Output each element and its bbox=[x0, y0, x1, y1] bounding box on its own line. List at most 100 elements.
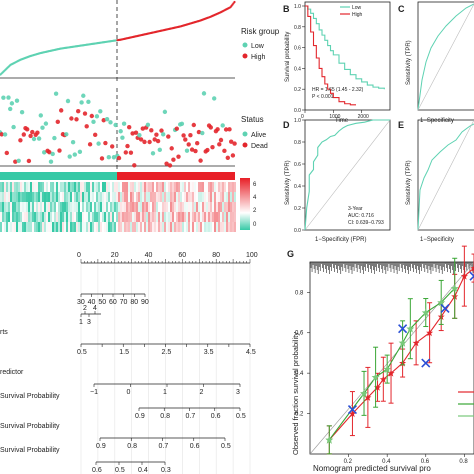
status-point bbox=[21, 132, 26, 137]
heatmap-cell bbox=[180, 222, 182, 232]
heatmap-cell bbox=[60, 202, 62, 212]
heatmap-cell bbox=[196, 192, 198, 202]
heatmap-cell bbox=[200, 212, 202, 222]
heatmap-cell bbox=[64, 182, 66, 192]
heatmap-cell bbox=[72, 222, 74, 232]
heatmap-cell bbox=[204, 222, 206, 232]
heatmap-cell bbox=[138, 182, 140, 192]
status-point bbox=[128, 150, 134, 155]
heatmap-cell bbox=[86, 202, 88, 212]
cal-point-x bbox=[421, 358, 431, 368]
status-point bbox=[0, 132, 4, 137]
risk-group-legend: Risk group Low High bbox=[241, 27, 280, 61]
heatmap-cell bbox=[148, 202, 150, 212]
heatmap-cell bbox=[122, 222, 124, 232]
nomo-tick-label: 3 bbox=[236, 389, 240, 396]
heatmap-cell bbox=[200, 182, 202, 192]
heatmap-cell bbox=[138, 192, 140, 202]
nomo-tick-label: −1 bbox=[90, 389, 98, 396]
heatmap-cell bbox=[204, 202, 206, 212]
heatmap-cell bbox=[22, 212, 24, 222]
heatmap-cell bbox=[30, 212, 32, 222]
km-legend-high-label: High bbox=[352, 12, 363, 18]
heatmap-cell bbox=[14, 182, 16, 192]
heatmap-cell bbox=[18, 212, 20, 222]
colorbar-tick-0: 0 bbox=[253, 222, 257, 228]
heatmap-cell bbox=[228, 202, 230, 212]
status-point bbox=[145, 122, 151, 128]
cal-point-x bbox=[469, 271, 474, 281]
heatmap-cell bbox=[180, 192, 182, 202]
heatmap-cell bbox=[158, 202, 160, 212]
panel-g-letter: G bbox=[287, 249, 294, 259]
heatmap-cell bbox=[220, 202, 222, 212]
status-point bbox=[38, 113, 43, 118]
heatmap-cell bbox=[24, 212, 26, 222]
heatmap-cell bbox=[162, 212, 164, 222]
heatmap-cell bbox=[186, 192, 188, 202]
heatmap-cell bbox=[198, 182, 200, 192]
status-point bbox=[57, 148, 62, 153]
panel-b-frame bbox=[304, 1, 391, 111]
status-point bbox=[113, 122, 118, 128]
heatmap-cell bbox=[226, 182, 228, 192]
heatmap-cell bbox=[144, 212, 146, 222]
status-point bbox=[50, 151, 55, 157]
heatmap-cell bbox=[6, 212, 8, 222]
cal-point-x bbox=[440, 303, 450, 314]
heatmap-cell bbox=[36, 192, 38, 202]
km-ytick-label: 0.6 bbox=[294, 46, 301, 52]
roc-ann-auc: AUC: 0.716 bbox=[348, 213, 374, 219]
heatmap-cell bbox=[106, 182, 108, 192]
status-point bbox=[201, 91, 207, 96]
heatmap-cell bbox=[50, 202, 52, 212]
status-point bbox=[184, 148, 190, 153]
heatmap-cell bbox=[212, 182, 214, 192]
heatmap-cell bbox=[32, 182, 34, 192]
heatmap-cell bbox=[128, 192, 130, 202]
heatmap-cell bbox=[174, 202, 176, 212]
heatmap-cell bbox=[68, 192, 70, 202]
heatmap-cell bbox=[190, 202, 192, 212]
heatmap-cell bbox=[164, 182, 166, 192]
cal-ytick-label: 0.2 bbox=[295, 412, 304, 418]
heatmap-cell bbox=[46, 192, 48, 202]
heatmap-cell bbox=[92, 202, 94, 212]
heatmap-cell bbox=[40, 202, 42, 212]
status-point bbox=[31, 136, 37, 142]
status-title: Status bbox=[241, 115, 264, 124]
nomogram-gridlines bbox=[80, 263, 251, 474]
status-point bbox=[43, 121, 49, 126]
heatmap-cell bbox=[38, 192, 40, 202]
status-point bbox=[229, 139, 234, 144]
heatmap-cell bbox=[130, 182, 132, 192]
heatmap-cell bbox=[62, 192, 64, 202]
heatmap-cell bbox=[224, 182, 226, 192]
heatmap-cell bbox=[206, 192, 208, 202]
heatmap-cell bbox=[214, 222, 216, 232]
heatmap-cell bbox=[212, 192, 214, 202]
status-point bbox=[152, 137, 157, 142]
heatmap-cell bbox=[102, 212, 104, 222]
heatmap-cell bbox=[122, 202, 124, 212]
panel-b-ylabel: Survival probability bbox=[285, 32, 291, 82]
heatmap-cell bbox=[152, 212, 154, 222]
heatmap-cell bbox=[2, 202, 4, 212]
heatmap-cell bbox=[128, 222, 130, 232]
panel-b-xlabel: Time bbox=[335, 118, 349, 124]
heatmap-cell bbox=[172, 212, 174, 222]
cal-point-star bbox=[450, 284, 459, 293]
heatmap-cell bbox=[32, 192, 34, 202]
heatmap-cell bbox=[150, 212, 152, 222]
status-point bbox=[142, 139, 147, 145]
heatmap-cell bbox=[98, 192, 100, 202]
heatmap-cell bbox=[176, 212, 178, 222]
heatmap-cell bbox=[154, 192, 156, 202]
status-point bbox=[67, 154, 72, 159]
heatmap-cell bbox=[60, 182, 62, 192]
heatmap-cell bbox=[162, 182, 164, 192]
panel-g: G Observed fraction survival probability… bbox=[287, 245, 474, 473]
status-point bbox=[11, 124, 16, 130]
heatmap-cell bbox=[106, 222, 108, 232]
